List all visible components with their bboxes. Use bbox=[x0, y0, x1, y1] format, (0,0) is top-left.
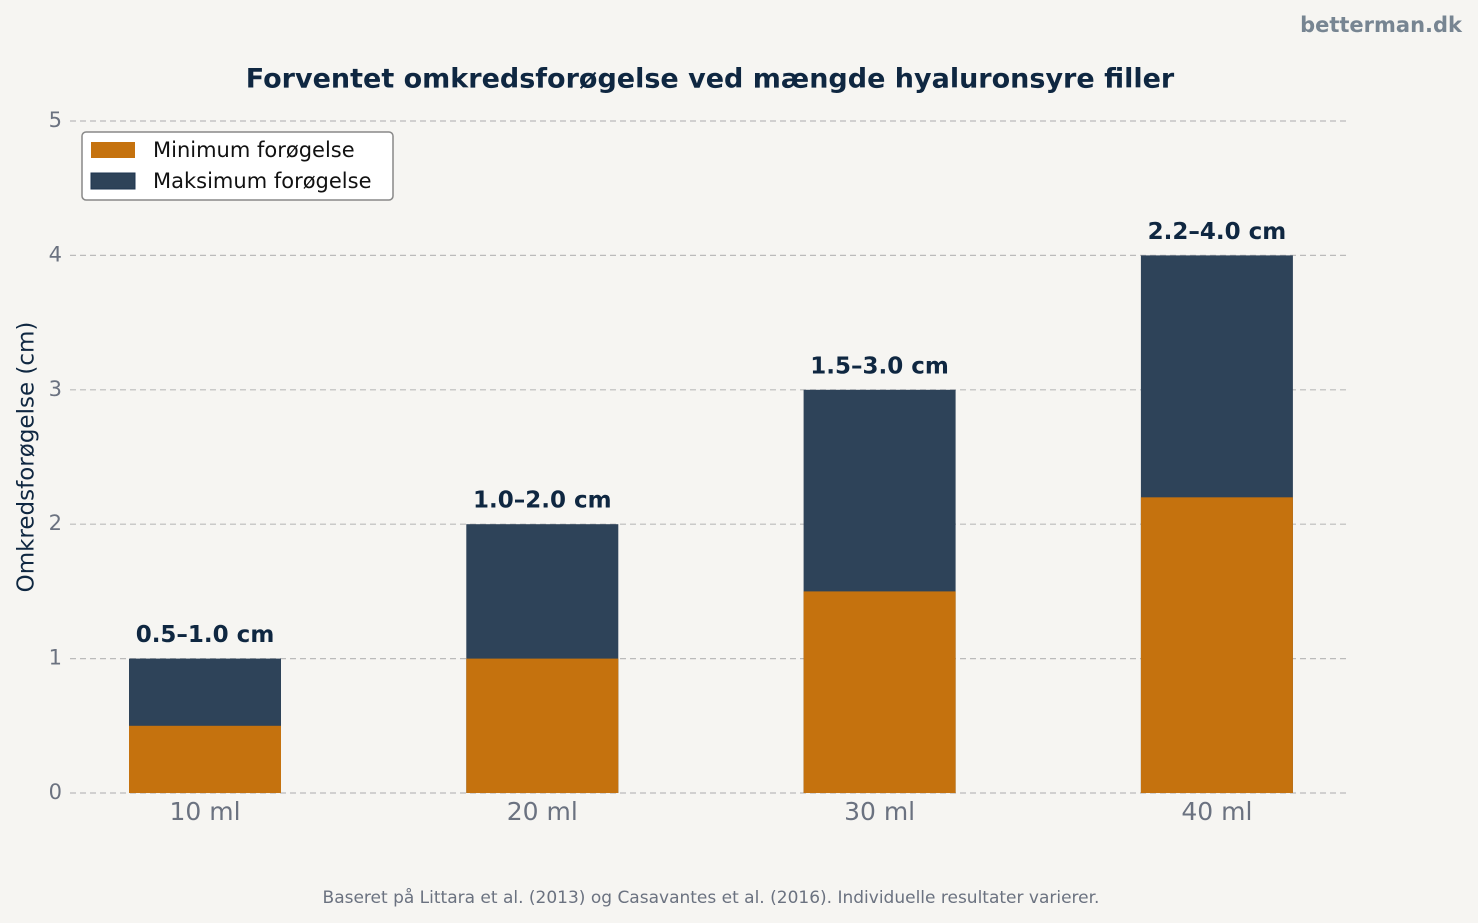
bars bbox=[129, 255, 1293, 793]
legend-swatch bbox=[90, 172, 136, 190]
y-tick-label: 3 bbox=[49, 377, 62, 401]
bar-label: 2.2–4.0 cm bbox=[1148, 219, 1287, 245]
bar-label: 1.0–2.0 cm bbox=[473, 488, 612, 514]
chart-title: Forventet omkredsforøgelse ved mængde hy… bbox=[246, 64, 1175, 95]
legend: Minimum forøgelse Maksimum forøgelse bbox=[81, 131, 394, 201]
legend-label: Minimum forøgelse bbox=[153, 138, 355, 162]
x-tick-label: 20 ml bbox=[507, 797, 578, 826]
bar bbox=[1140, 497, 1293, 793]
bar bbox=[129, 725, 281, 793]
x-tick-label: 10 ml bbox=[169, 797, 240, 826]
labels: 10 ml 0.5–1.0 cm 20 ml 1.0–2.0 cm 30 ml 1.5–3… bbox=[136, 219, 1287, 826]
y-tick-label: 0 bbox=[49, 780, 62, 804]
y-tick-label: 5 bbox=[49, 108, 62, 132]
x-tick-label: 40 ml bbox=[1181, 797, 1252, 826]
watermark: betterman.dk bbox=[1300, 13, 1463, 37]
legend-label: Maksimum forøgelse bbox=[153, 169, 372, 193]
x-tick-label: 30 ml bbox=[844, 797, 915, 826]
y-tick-label: 2 bbox=[49, 511, 62, 535]
bar-label: 1.5–3.0 cm bbox=[810, 353, 949, 379]
bar bbox=[466, 658, 619, 793]
bar-label: 0.5–1.0 cm bbox=[136, 622, 275, 648]
y-tick-label: 4 bbox=[49, 242, 62, 266]
footnote: Baseret på Littara et al. (2013) og Casa… bbox=[323, 887, 1100, 908]
grid: 0 1 2 3 4 5 bbox=[49, 108, 1350, 804]
y-axis-label: Omkredsforøgelse (cm) bbox=[14, 322, 40, 593]
legend-swatch bbox=[91, 142, 135, 158]
y-tick-label: 1 bbox=[49, 646, 62, 670]
legend-box bbox=[81, 131, 394, 201]
bar bbox=[803, 591, 956, 793]
